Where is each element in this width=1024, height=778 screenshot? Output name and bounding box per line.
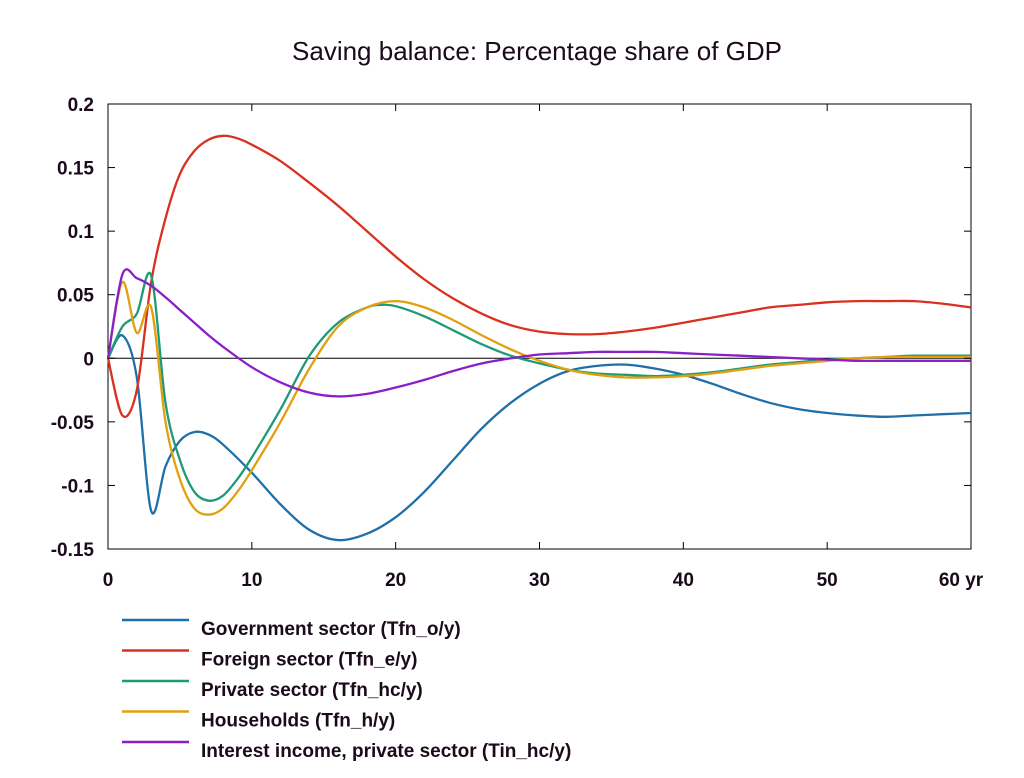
- x-tick-label: 40: [673, 570, 694, 591]
- x-tick-label: 60 yr: [939, 570, 984, 591]
- y-tick-label: 0.1: [68, 222, 95, 243]
- series-line-0: [106, 334, 972, 542]
- series-line-1: [106, 134, 972, 418]
- y-tick-label: -0.1: [61, 476, 94, 497]
- series-line-3: [106, 280, 971, 516]
- x-tick-label: 0: [103, 570, 114, 591]
- y-axis: 0.2 0.15 0.1 0.05 0 -0.05 -0.1 -0.15: [51, 95, 971, 561]
- x-tick-label: 20: [385, 570, 406, 591]
- y-tick-label: -0.15: [51, 540, 95, 561]
- y-tick-label: -0.05: [51, 413, 95, 434]
- legend-label: Interest income, private sector (Tin_hc/…: [201, 741, 571, 762]
- plot-frame: [107, 103, 972, 550]
- y-tick-label: 0.15: [57, 159, 94, 180]
- series-line-4: [106, 268, 971, 398]
- legend: Government sector (Tfn_o/y) Foreign secto…: [122, 618, 571, 762]
- x-tick-label: 50: [817, 570, 838, 591]
- y-tick-label: 0.2: [68, 95, 94, 116]
- y-tick-label: 0.05: [57, 286, 94, 307]
- legend-label: Private sector (Tfn_hc/y): [201, 680, 423, 701]
- chart-title: Saving balance: Percentage share of GDP: [292, 36, 782, 66]
- legend-label: Government sector (Tfn_o/y): [201, 619, 461, 640]
- x-tick-label: 10: [241, 570, 262, 591]
- legend-label: Foreign sector (Tfn_e/y): [201, 650, 417, 671]
- series-line-2: [106, 271, 971, 502]
- x-tick-label: 30: [529, 570, 550, 591]
- series-group: [106, 134, 972, 542]
- plot-border: [107, 103, 972, 550]
- y-tick-label: 0: [83, 349, 94, 370]
- legend-label: Households (Tfn_h/y): [201, 711, 395, 732]
- x-axis: 0 10 20 30 40 50 60 yr: [103, 104, 984, 591]
